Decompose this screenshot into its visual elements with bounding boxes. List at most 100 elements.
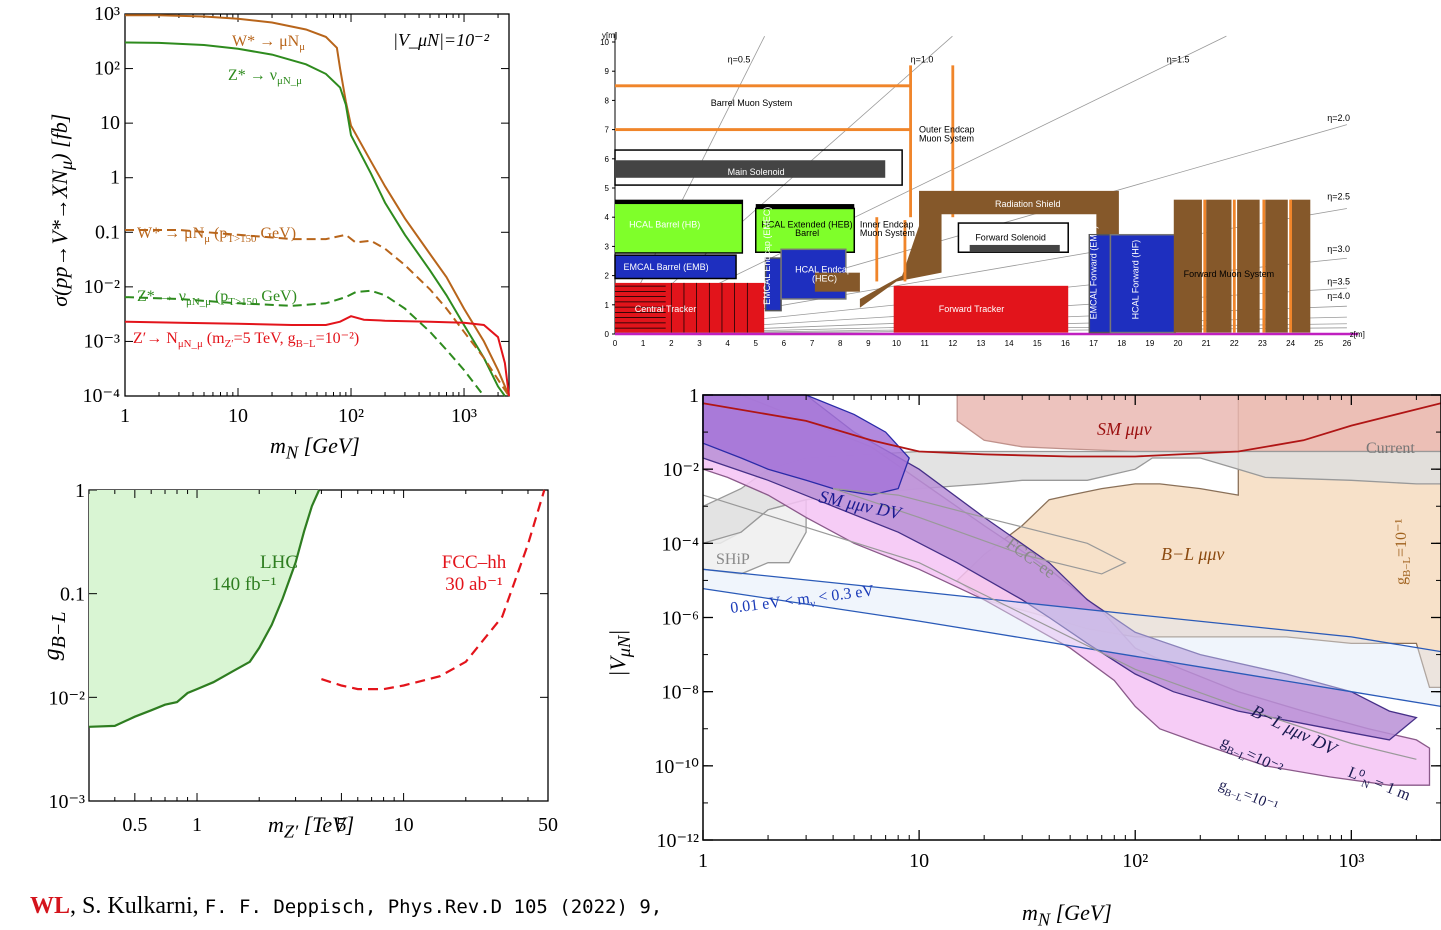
y-axis-label: y[m] [602,31,617,40]
main-solenoid [615,160,886,178]
hcal-forward [1109,233,1176,334]
y-tick-label: 0.1 [60,584,85,606]
z-tick-label: 9 [866,339,871,348]
y-tick-label: 3 [605,242,610,251]
y-tick-label: 7 [605,126,610,135]
z-tick-label: 20 [1174,339,1183,348]
component-label: Forward Solenoid [975,233,1046,243]
z-tick-label: 0 [613,339,618,348]
svg-text:LHC: LHC [260,552,298,573]
y-tick-label: 10⁻⁴ [661,533,699,555]
region-label: gB−L​=10⁻¹ [1215,777,1281,818]
x-tick-label: 1 [698,850,708,870]
forward-muon-block [1265,199,1288,333]
z-tick-label: 3 [697,339,702,348]
forward-tracker [893,285,1069,333]
svg-text:FCC–hh: FCC–hh [442,552,507,573]
hcal-barrel [615,204,742,253]
y-tick-label: 4 [605,213,610,222]
y-tick-label: 1 [110,167,120,189]
series-line [124,14,510,397]
series-line [125,229,510,397]
component-label: Main Solenoid [728,167,785,177]
series-label: 140 fb⁻¹ [212,574,277,595]
y-tick-label: 10⁻³ [48,791,85,813]
z-tick-label: 2 [669,339,674,348]
cross-section-chart: 1 10 10² 10³ 10³ 10² 10 1 0.1 10⁻² 10⁻³ 10⁻⁴ W* → μ… [82,3,510,427]
barrel-muon-bar [615,128,911,132]
radiation-shield [859,190,1119,308]
exclusion-region [702,394,910,496]
z-tick-label: 18 [1117,339,1126,348]
series-label: Z* → νμN_μ​ (pT>150​ GeV) [137,288,297,308]
z-axis-label: z[m] [1350,330,1365,339]
x-tick-label: 10³ [451,405,477,427]
emcal-barrel [614,254,737,280]
z-tick-label: 13 [976,339,985,348]
component-label: EMCAL Endcap (EMEC) [762,207,772,305]
series-line [124,289,485,397]
z-tick-label: 24 [1286,339,1295,348]
y-tick-label: 10⁻¹⁰ [654,756,699,778]
component-label: HCAL Forward (HF) [1131,240,1141,320]
y-tick-label: 10 [600,38,609,47]
y-tick-label: 10⁻⁶ [661,608,699,630]
z-tick-label: 8 [838,339,843,348]
inner-endcap-bar [875,217,879,282]
highlighted-author: WL [30,893,71,919]
series-line [124,315,510,397]
z-tick-label: 21 [1202,339,1211,348]
eta-label: η=1.0 [911,54,934,64]
x-tick-label: 0.5 [122,814,147,836]
x-tick-label: 10² [338,405,364,427]
series-label: FCC–hh [442,552,507,573]
decay-length-contour [702,494,1417,760]
y-tick-label: 1 [689,385,699,407]
y-tick-label: 10⁻¹² [656,830,699,852]
region-label: SM μμν [1097,419,1152,439]
svg-text:gB−L​=10⁻¹: gB−L​=10⁻¹ [1215,777,1280,818]
y-axis-label: gB−L [39,611,70,661]
svg-text:W* → μNμ​ (pT>150​ GeV): W* → μNμ​ (pT>150​ GeV) [137,225,296,245]
forward-solenoid [969,244,1060,253]
component-label: EMCAL Barrel (EMB) [623,262,708,272]
series-line [88,489,321,728]
z-tick-label: 15 [1033,339,1042,348]
forward-muon-bar [1289,199,1293,333]
svg-text:Z* → νμN_μ​: Z* → νμN_μ​ [228,67,302,87]
series-line [702,402,1441,458]
x-tick-label: 10² [1122,850,1148,870]
y-tick-label: 6 [605,155,610,164]
z-tick-label: 10 [892,339,901,348]
region-label: SHiP [716,551,750,568]
y-tick-label: 10⁻⁸ [661,682,699,704]
z-tick-label: 5 [754,339,759,348]
x-tick-label: 50 [538,814,558,836]
forward-muon-block [1173,199,1202,333]
x-axis-label: mN [GeV] [270,433,360,463]
component-label: Forward Tracker [939,304,1005,314]
barrel-muon-bar [615,84,911,88]
forward-muon-bar [1203,199,1207,333]
eta-label: η=4.0 [1327,291,1350,301]
z-tick-label: 12 [948,339,957,348]
x-tick-label: 10³ [1338,850,1364,870]
y-tick-label: 1 [75,480,85,502]
region-label: B−L μμν [1161,544,1224,564]
y-axis-label: |VμN| [604,629,635,677]
mixing-annotation: |V_μN|=10⁻² [393,30,490,50]
forward-muon-block [1290,199,1311,333]
y-tick-label: 2 [605,272,610,281]
series-label: LHC [260,552,298,573]
series-line [124,41,506,397]
y-tick-label: 10⁻² [83,276,120,298]
fcc-ee-contour [832,488,1127,575]
component-label: HCAL Endcap [795,265,852,275]
y-tick-label: 9 [605,67,610,76]
endcap-muon-bar [951,65,955,218]
eta-label: η=3.5 [1327,276,1350,286]
svg-text:Current: Current [1366,440,1415,457]
eta-label: η=2.5 [1327,192,1350,202]
y-tick-label: 10³ [94,3,120,25]
